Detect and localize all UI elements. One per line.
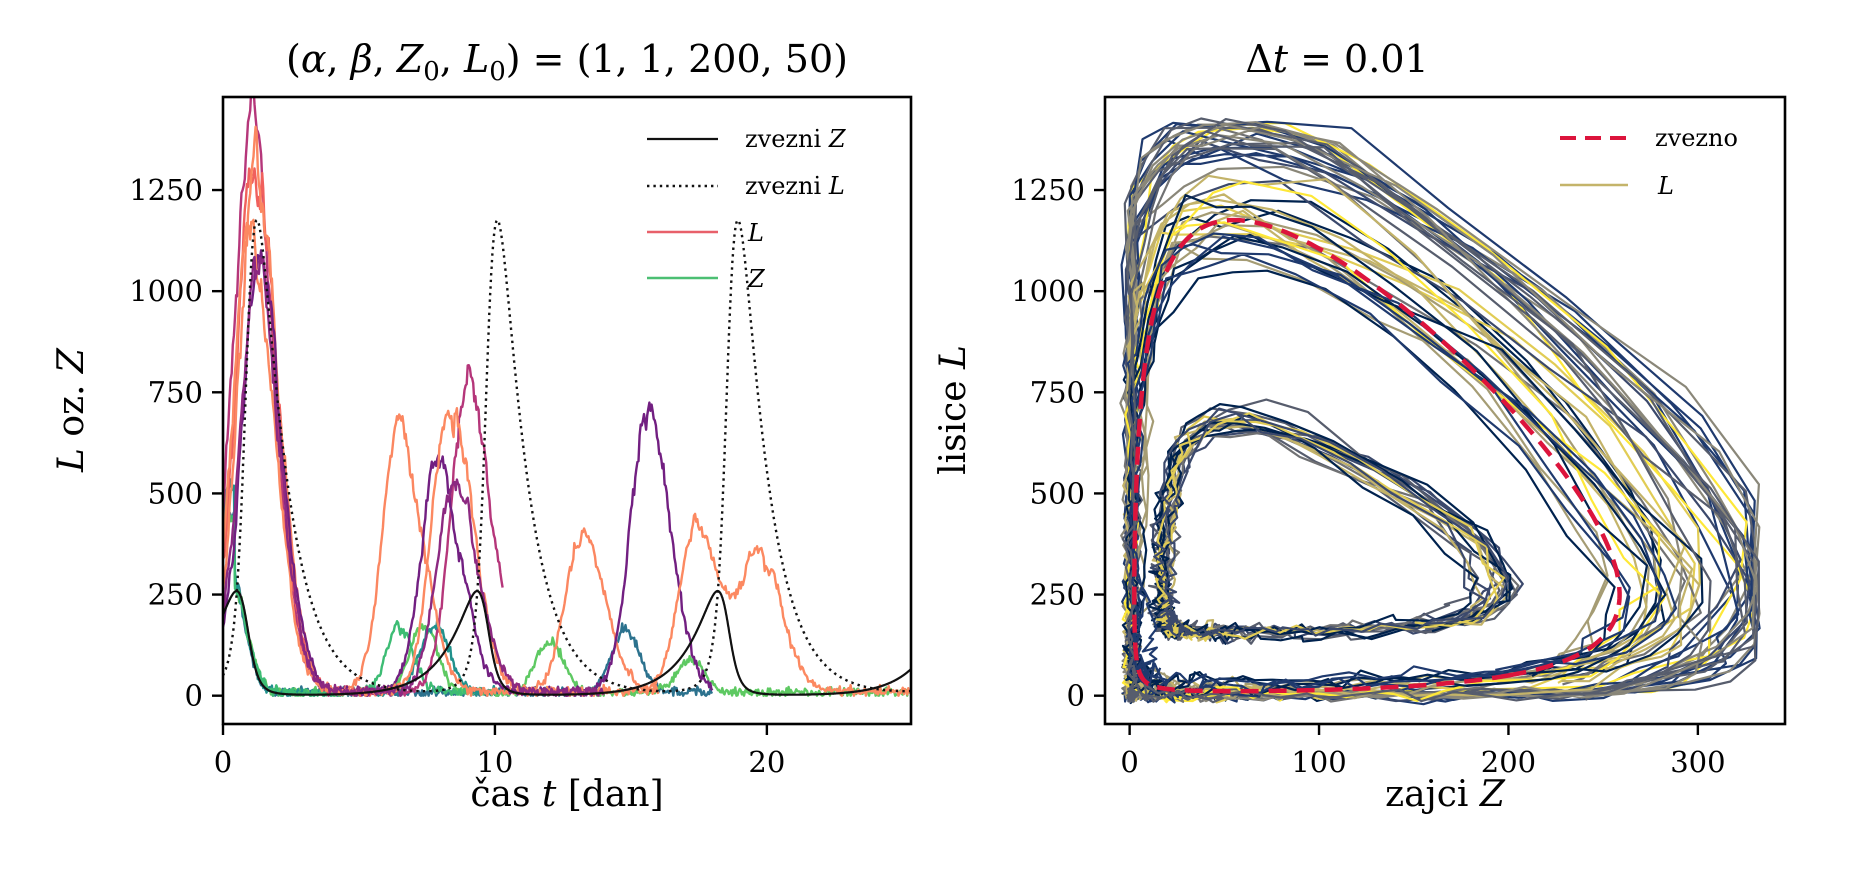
legend-label-l: L: [747, 219, 764, 247]
left-y-label: L oz. Z: [51, 347, 92, 473]
right-y-label: lisice L: [933, 345, 974, 475]
right-y-tick-label: 750: [1030, 375, 1085, 409]
right-x-tick-label: 300: [1670, 745, 1725, 779]
left-legend: zvezni Z zvezni L L Z: [647, 125, 847, 293]
stochastic-orbit-line: [1121, 118, 1760, 703]
stochastic-l-line: [223, 97, 504, 697]
right-title: Δt = 0.01: [1245, 37, 1428, 81]
left-y-tick-label: 1250: [129, 173, 203, 207]
stochastic-l-line: [223, 249, 714, 697]
legend-label-zvezni-z: zvezni Z: [745, 125, 847, 153]
legend-label-zvezni-l: zvezni L: [745, 172, 845, 200]
right-y-tick-label: 500: [1030, 476, 1085, 510]
right-x-tick-label: 0: [1120, 745, 1138, 779]
left-y-tick-label: 0: [185, 679, 203, 713]
continuous-z-line: [223, 589, 911, 696]
right-y-tick-label: 1250: [1011, 173, 1085, 207]
legend-label-l-right: L: [1657, 172, 1674, 200]
left-x-tick-label: 0: [214, 745, 232, 779]
right-y-ticks: 0 250 500 750 1000 1250: [1011, 173, 1105, 713]
left-x-ticks: 0 10 20: [214, 724, 785, 779]
left-y-tick-label: 250: [148, 578, 203, 612]
right-y-tick-label: 1000: [1011, 274, 1085, 308]
right-y-tick-label: 250: [1030, 578, 1085, 612]
left-x-tick-label: 10: [476, 745, 513, 779]
left-plot-lines: [223, 97, 911, 697]
left-title: (α, β, Z0, L0) = (1, 1, 200, 50): [286, 37, 848, 87]
left-y-ticks: 0 250 500 750 1000 1250: [129, 173, 223, 713]
left-panel: (α, β, Z0, L0) = (1, 1, 200, 50) 0 10 20 0…: [51, 37, 913, 815]
right-legend: zvezno L: [1560, 124, 1738, 200]
continuous-l-line: [223, 218, 911, 693]
left-x-label: čas t [dan]: [470, 774, 663, 815]
stochastic-z-line: [223, 478, 497, 697]
right-x-tick-label: 200: [1481, 745, 1536, 779]
right-x-tick-label: 100: [1291, 745, 1346, 779]
left-axes-frame: [221, 95, 913, 726]
right-plot-lines: [1119, 117, 1761, 706]
legend-label-zvezno: zvezno: [1655, 124, 1738, 152]
stochastic-z-line: [223, 517, 911, 697]
right-panel: Δt = 0.01 0 100 200 300 025050075010001250 …: [933, 37, 1787, 815]
right-axes-frame: [1103, 95, 1787, 726]
stochastic-orbit-line: [1121, 120, 1761, 703]
stochastic-l-line: [223, 218, 911, 697]
stochastic-orbit-line: [1149, 407, 1510, 645]
left-x-tick-label: 20: [748, 745, 785, 779]
right-x-label: zajci Z: [1385, 774, 1506, 815]
left-y-tick-label: 500: [148, 476, 203, 510]
legend-label-z: Z: [747, 265, 766, 293]
left-y-tick-label: 750: [148, 375, 203, 409]
right-x-ticks: 0 100 200 300: [1120, 724, 1726, 779]
right-y-tick-label: 0: [1067, 679, 1085, 713]
left-y-tick-label: 1000: [129, 274, 203, 308]
